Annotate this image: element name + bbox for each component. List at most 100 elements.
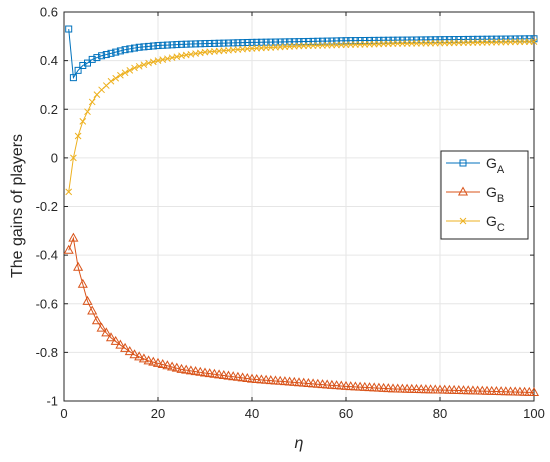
data-point: [270, 375, 281, 385]
data-point: [383, 383, 394, 393]
x-tick-label: 80: [433, 406, 447, 421]
series-A: [65, 25, 538, 82]
legend-label: GB: [486, 184, 504, 205]
data-point: [322, 379, 333, 389]
data-point: [257, 38, 265, 46]
data-point: [68, 232, 79, 242]
data-point: [326, 379, 337, 389]
data-point: [182, 40, 190, 48]
data-point: [154, 42, 162, 50]
data-point: [117, 71, 124, 79]
y-tick-label: -0.2: [36, 199, 58, 214]
data-point: [342, 37, 350, 45]
data-point: [256, 374, 267, 384]
data-point: [286, 38, 294, 46]
x-tick-label: 60: [339, 406, 353, 421]
data-point: [82, 295, 93, 305]
data-point: [351, 37, 359, 45]
data-point: [530, 38, 538, 46]
y-axis-label: The gains of players: [9, 134, 26, 278]
legend-label: GA: [486, 155, 505, 176]
data-point: [140, 43, 148, 51]
data-point: [70, 154, 77, 162]
y-tick-label: -0.6: [36, 296, 58, 311]
data-point: [309, 37, 317, 45]
data-point: [163, 41, 171, 49]
data-point: [214, 369, 225, 379]
x-tick-label: 0: [60, 406, 67, 421]
x-axis-label: η: [295, 435, 304, 452]
legend-label: GC: [486, 213, 505, 234]
data-point: [135, 62, 143, 70]
data-point: [131, 64, 138, 72]
data-point: [77, 278, 88, 288]
data-point: [124, 346, 135, 356]
y-tick-label: 0.2: [40, 102, 58, 117]
data-point: [187, 40, 195, 48]
data-point: [65, 25, 73, 33]
y-tick-label: 0.4: [40, 53, 58, 68]
x-tick-label: 20: [151, 406, 165, 421]
series-B: [63, 232, 540, 396]
data-point: [192, 40, 200, 48]
data-point: [140, 61, 148, 69]
data-point: [171, 362, 182, 372]
data-point: [93, 54, 101, 62]
data-point: [74, 66, 82, 74]
data-point: [275, 375, 286, 385]
legend-item-A: GA: [446, 155, 505, 176]
data-point: [328, 37, 336, 45]
data-point: [196, 40, 204, 48]
data-point: [167, 361, 178, 371]
series-layer: [63, 25, 540, 396]
data-point: [110, 335, 121, 345]
data-point: [102, 51, 110, 59]
data-point: [272, 38, 279, 46]
data-point: [112, 48, 120, 56]
data-point: [295, 38, 303, 46]
y-tick-label: 0.6: [40, 5, 58, 20]
data-point: [300, 38, 308, 46]
data-point: [290, 38, 298, 46]
data-point: [129, 349, 140, 359]
data-point: [298, 377, 309, 387]
legend-marker: [459, 159, 467, 167]
data-point: [206, 39, 214, 47]
data-point: [88, 98, 96, 106]
data-point: [347, 37, 355, 45]
y-tick-label: 0: [51, 150, 58, 165]
data-point: [220, 39, 228, 47]
data-point: [116, 47, 124, 55]
data-point: [248, 38, 256, 46]
data-point: [228, 371, 239, 381]
data-point: [317, 379, 328, 389]
data-point: [340, 380, 352, 390]
data-point: [232, 371, 243, 381]
data-point: [79, 61, 87, 69]
data-point: [281, 38, 289, 46]
data-point: [120, 342, 131, 352]
data-point: [225, 39, 232, 47]
data-point: [223, 370, 234, 380]
data-point: [356, 37, 364, 45]
legend-item-C: GC: [446, 213, 505, 234]
ticks: 0 20 40 60 80 100 -1 -0.8 -0.6 -0.4 -0.2 0 0.2 0.4 0.6: [36, 5, 545, 422]
data-point: [308, 378, 319, 388]
data-point: [126, 45, 134, 53]
data-point: [149, 58, 157, 66]
data-point: [173, 41, 181, 49]
data-point: [265, 375, 276, 385]
data-point: [91, 315, 102, 325]
data-point: [361, 36, 369, 44]
data-point: [336, 380, 347, 390]
data-point: [168, 41, 176, 49]
data-point: [149, 42, 157, 50]
data-point: [96, 322, 107, 332]
data-point: [276, 38, 284, 46]
data-point: [262, 38, 270, 46]
data-point: [242, 372, 253, 383]
legend-marker: [459, 217, 467, 225]
y-tick-label: -0.8: [36, 345, 58, 360]
data-point: [121, 46, 129, 54]
